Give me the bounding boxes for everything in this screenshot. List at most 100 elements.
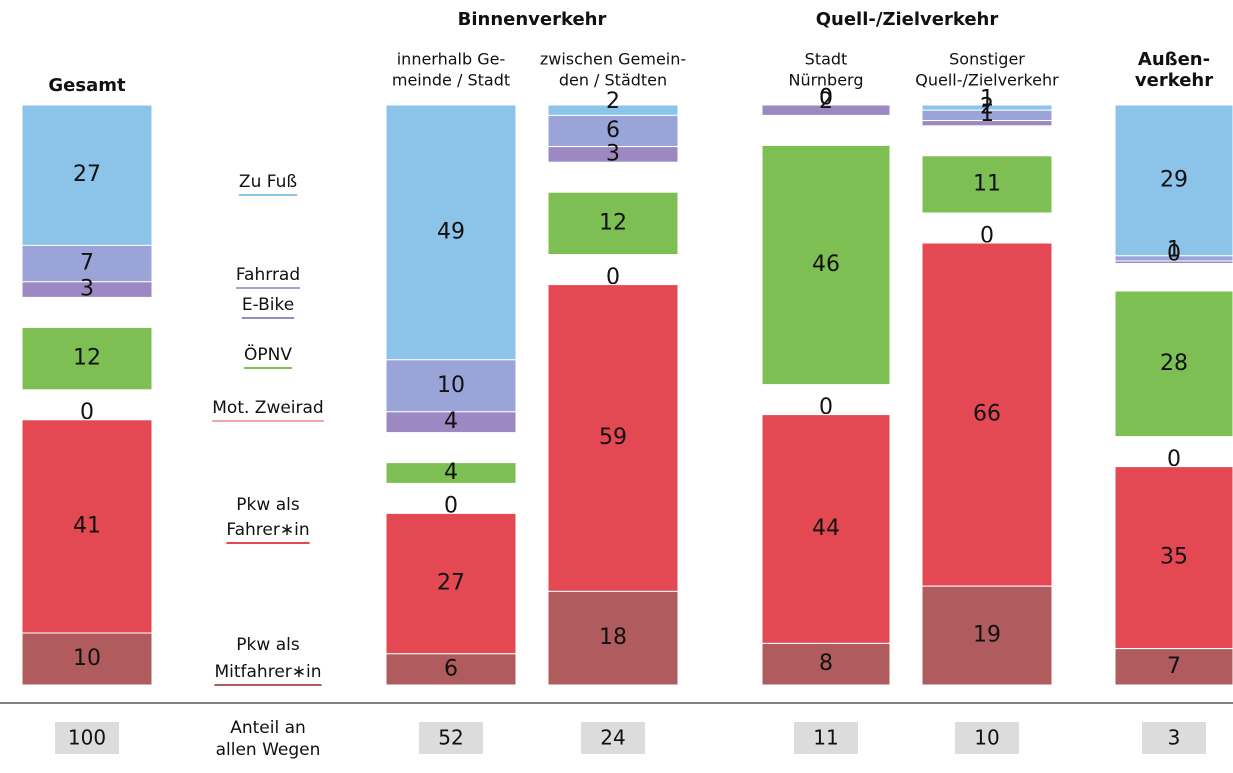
value-label: 0 (819, 395, 833, 420)
bar-segment (547, 114, 679, 148)
value-label: 46 (812, 252, 840, 277)
value-label: 0 (980, 223, 994, 248)
share-value: 24 (600, 726, 625, 750)
value-label: 44 (812, 516, 840, 541)
share-value: 100 (68, 726, 106, 750)
value-label: 0 (1167, 241, 1181, 266)
value-label: 29 (1160, 167, 1188, 192)
value-label: 66 (973, 402, 1001, 427)
bar-segment (21, 244, 153, 283)
value-label: 1 (1167, 237, 1181, 262)
value-label: 3 (80, 277, 94, 302)
bar-segment (1114, 466, 1233, 650)
legend-label: ÖPNV (244, 343, 292, 365)
legend-label: Fahrrad (236, 265, 300, 285)
bar-segment (21, 632, 153, 686)
bar-segment (547, 284, 679, 592)
value-label: 35 (1160, 545, 1188, 570)
bar-segment (21, 419, 153, 634)
bar-segment (921, 155, 1053, 214)
group-title: Binnenverkehr (458, 9, 607, 30)
bar-segment (921, 242, 1053, 587)
column-title: Quell-/Zielverkehr (915, 71, 1059, 90)
share-box (794, 722, 858, 754)
share-box (1142, 722, 1206, 754)
value-label: 4 (444, 409, 458, 434)
share-value: 10 (974, 726, 999, 750)
column-title: Außen- (1138, 49, 1210, 70)
value-label: 2 (606, 89, 620, 114)
value-label: 12 (73, 346, 101, 371)
bar-segment (547, 191, 679, 256)
bar-segment (547, 590, 679, 686)
bar-segment (761, 104, 891, 116)
value-label: 0 (819, 85, 833, 110)
value-label: 6 (606, 118, 620, 143)
value-label: 1 (980, 87, 994, 112)
share-value: 11 (813, 726, 838, 750)
legend-label: Fahrer∗in (226, 520, 309, 540)
legend-label: Mot. Zweirad (212, 398, 323, 418)
value-label: 6 (444, 656, 458, 681)
legend-label: Zu Fuß (239, 172, 297, 192)
bar-segment (761, 414, 891, 644)
bar-segment (761, 144, 891, 386)
bar-segment (1114, 648, 1233, 686)
bar-segment (21, 281, 153, 298)
value-label: 4 (444, 460, 458, 485)
value-label: 2 (819, 89, 833, 114)
bar-segment (385, 653, 517, 686)
bar-segment (547, 146, 679, 163)
share-value: 3 (1168, 726, 1181, 750)
value-label: 0 (1167, 447, 1181, 472)
share-box (419, 722, 483, 754)
value-label: 2 (980, 94, 994, 119)
bar-segment (21, 326, 153, 391)
share-box (55, 722, 119, 754)
bar-segment (385, 512, 517, 655)
column-title: innerhalb Ge- (397, 50, 506, 69)
value-label: 41 (73, 513, 101, 538)
bar-segment (1114, 260, 1233, 264)
value-label: 3 (606, 141, 620, 166)
column-title: Sonstiger (949, 50, 1025, 69)
bar-segment (385, 104, 517, 361)
column-title: Stadt (805, 50, 848, 69)
value-label: 0 (80, 400, 94, 425)
legend-label: Mitfahrer∗in (214, 662, 321, 682)
group-title: Quell-/Zielverkehr (816, 9, 999, 30)
column-title: meinde / Stadt (392, 71, 510, 90)
value-label: 0 (444, 494, 458, 519)
value-label: 8 (819, 651, 833, 676)
bar-segment (921, 585, 1053, 686)
value-label: 19 (973, 623, 1001, 648)
value-label: 49 (437, 219, 465, 244)
value-label: 27 (73, 162, 101, 187)
value-label: 11 (973, 171, 1001, 196)
share-box (581, 722, 645, 754)
bar-segment (1114, 104, 1233, 257)
value-label: 7 (1167, 654, 1181, 679)
value-label: 10 (437, 373, 465, 398)
share-value: 52 (438, 726, 463, 750)
legend-label: Pkw als (236, 635, 300, 655)
value-label: 1 (980, 102, 994, 127)
column-title: Nürnberg (789, 71, 864, 90)
share-caption: allen Wegen (216, 740, 321, 760)
value-label: 0 (819, 85, 833, 110)
column-title: verkehr (1135, 70, 1213, 91)
value-label: 59 (599, 425, 627, 450)
share-box (955, 722, 1019, 754)
bar-segment (761, 642, 891, 686)
value-label: 7 (80, 251, 94, 276)
column-title: Gesamt (48, 75, 126, 96)
legend-label: Pkw als (236, 495, 300, 515)
bar-segment (385, 359, 517, 413)
bar-segment (21, 104, 153, 246)
value-label: 27 (437, 571, 465, 596)
value-label: 0 (606, 265, 620, 290)
bar-segment (1114, 290, 1233, 438)
bar-segment (921, 120, 1053, 127)
value-label: 12 (599, 210, 627, 235)
